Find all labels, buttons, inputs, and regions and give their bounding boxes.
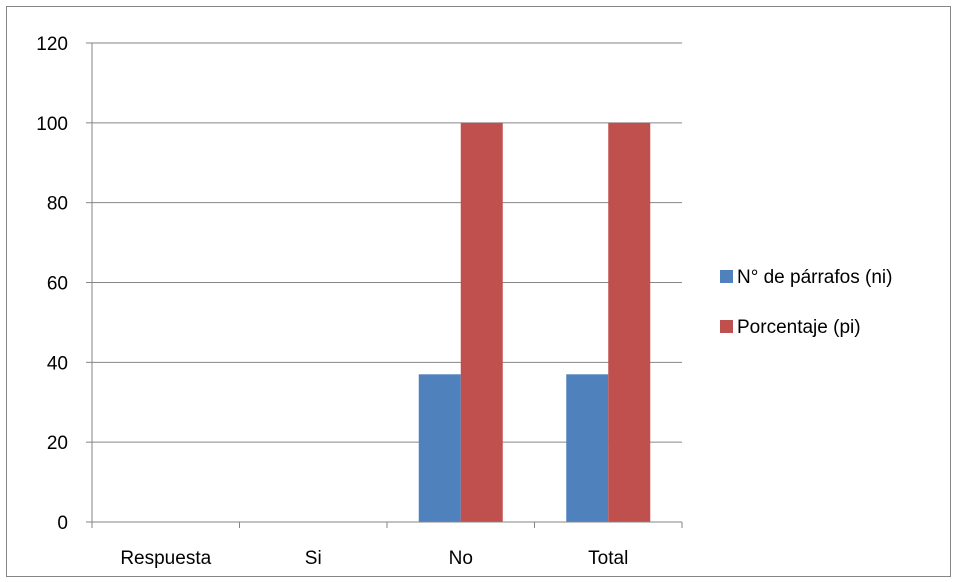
y-tick-label: 80 [47, 194, 68, 215]
bar-ni-no [418, 374, 461, 522]
bar-pi-no [460, 122, 503, 522]
legend: N° de párrafos (ni) Porcentaje (pi) [720, 267, 892, 338]
y-tick-label: 100 [36, 114, 68, 135]
y-tick-label: 20 [47, 433, 68, 454]
y-tick-label: 120 [36, 34, 68, 55]
bars [418, 122, 651, 522]
legend-label: Porcentaje (pi) [737, 317, 861, 338]
x-tick-label: Respuesta [120, 548, 211, 569]
x-tick-label: No [449, 548, 473, 569]
y-tick-label: 60 [47, 274, 68, 295]
axes [86, 42, 683, 528]
x-tick-label: Total [588, 548, 628, 569]
x-tick-labels: Respuesta Si No Total [120, 548, 628, 569]
y-tick-labels: 0 20 40 60 80 100 120 [36, 34, 68, 534]
bar-ni-total [566, 374, 609, 522]
legend-label: N° de párrafos (ni) [737, 267, 892, 288]
y-tick-label: 40 [47, 353, 68, 374]
legend-swatch [720, 270, 733, 283]
legend-swatch [720, 320, 733, 333]
bar-pi-total [608, 122, 651, 522]
x-tick-label: Si [305, 548, 322, 569]
y-tick-label: 0 [57, 513, 68, 534]
